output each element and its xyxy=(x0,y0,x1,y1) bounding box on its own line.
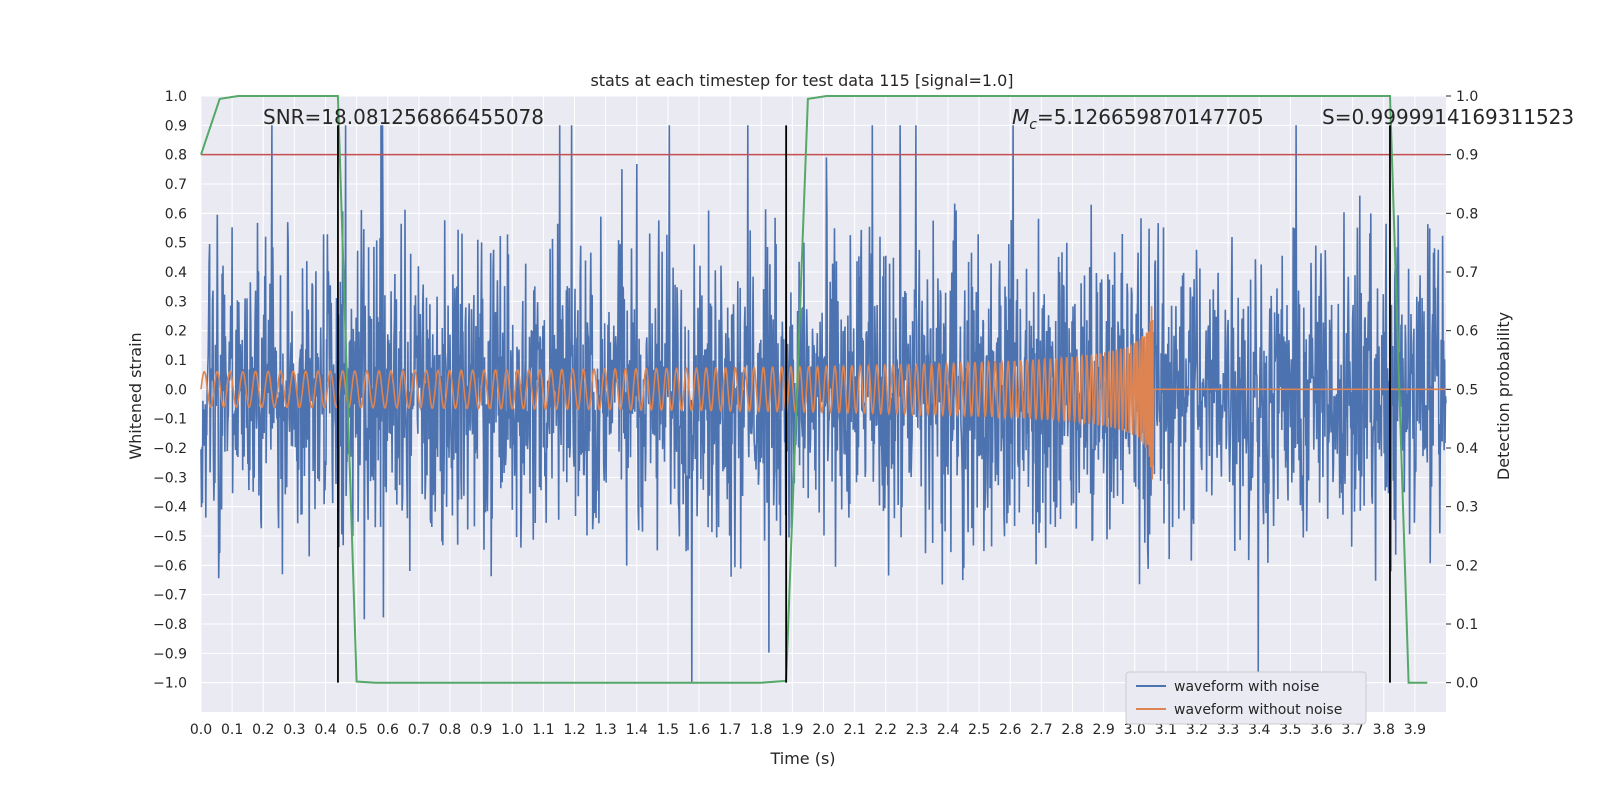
legend-box xyxy=(1125,671,1367,725)
y2-tick-label: 1.0 xyxy=(1456,89,1478,105)
x-tick-label: 0.3 xyxy=(283,722,305,738)
annotations: SNR=18.081256866455078 Mc=5.126659870147… xyxy=(263,105,1574,133)
chirp-mass-annotation: Mc=5.126659870147705 xyxy=(1012,105,1264,133)
series-detection-probability xyxy=(200,95,1428,684)
s-annotation: S=0.9999914169311523 xyxy=(1322,105,1574,129)
x-tick-label: 3.4 xyxy=(1248,722,1270,738)
x-tick-label: 2.3 xyxy=(906,722,928,738)
y2-tick-label: 0.1 xyxy=(1456,617,1478,633)
data-layer xyxy=(200,95,1447,684)
x-tick-label: 0.5 xyxy=(345,722,367,738)
y-tick-label: −0.4 xyxy=(153,500,187,516)
x-tick-label: 0.1 xyxy=(221,722,243,738)
legend: waveform with noise waveform without noi… xyxy=(1125,671,1367,725)
grid xyxy=(200,95,1446,712)
x-tick-label: 2.7 xyxy=(1030,722,1052,738)
chirp-mass-symbol: M xyxy=(1012,105,1029,129)
x-tick-label: 1.8 xyxy=(750,722,772,738)
y2-tick-label: 0.4 xyxy=(1456,441,1478,457)
y-tick-label: −0.3 xyxy=(153,470,187,486)
x-tick-label: 3.8 xyxy=(1373,722,1395,738)
x-tick-label: 3.5 xyxy=(1279,722,1301,738)
y-tick-label: 0.0 xyxy=(165,382,187,398)
x-tick-label: 2.2 xyxy=(875,722,897,738)
x-tick-label: 2.6 xyxy=(999,722,1021,738)
x-tick-label: 1.2 xyxy=(563,722,585,738)
x-tick-label: 2.1 xyxy=(843,722,865,738)
y2-tick-label: 0.9 xyxy=(1456,148,1478,164)
x-tick-label: 1.6 xyxy=(688,722,710,738)
x-tick-label: 1.0 xyxy=(501,722,523,738)
snr-annotation: SNR=18.081256866455078 xyxy=(263,105,544,129)
x-tick-label: 1.9 xyxy=(781,722,803,738)
x-tick-label: 1.3 xyxy=(594,722,616,738)
y-tick-label: −0.5 xyxy=(153,529,187,545)
axes: 0.0 0.1 0.2 0.3 0.4 0.5 0.6 0.7 0.8 0.9 1.0 1.1 1.2 1… xyxy=(153,89,1478,738)
x-tick-label: 0.8 xyxy=(439,722,461,738)
x-tick-label: 3.0 xyxy=(1124,722,1146,738)
x-tick-label: 0.2 xyxy=(252,722,274,738)
x-tick-label: 3.9 xyxy=(1404,722,1426,738)
x-tick-label: 0.0 xyxy=(190,722,212,738)
x-tick-label: 1.7 xyxy=(719,722,741,738)
legend-label-noisy: waveform with noise xyxy=(1174,679,1319,695)
x-axis-label: Time (s) xyxy=(769,749,835,768)
x-tick-label: 1.4 xyxy=(626,722,648,738)
x-tick-label: 2.9 xyxy=(1092,722,1114,738)
y-tick-label: −1.0 xyxy=(153,676,187,692)
x-tick-label: 0.7 xyxy=(408,722,430,738)
y-tick-label: 0.3 xyxy=(165,294,187,310)
y-tick-label: 0.1 xyxy=(165,353,187,369)
x-tick-label: 1.1 xyxy=(532,722,554,738)
series-waveform-without-noise xyxy=(200,306,1446,480)
chart-title: stats at each timestep for test data 115… xyxy=(590,71,1013,90)
y-tick-label: −0.9 xyxy=(153,646,187,662)
y-tick-label: 0.4 xyxy=(165,265,187,281)
y-tick-label: −0.1 xyxy=(153,412,187,428)
y2-tick-label: 0.0 xyxy=(1456,676,1478,692)
y-tick-label: 0.7 xyxy=(165,177,187,193)
x-tick-label: 2.0 xyxy=(812,722,834,738)
y2-tick-label: 0.8 xyxy=(1456,206,1478,222)
y-tick-label: −0.6 xyxy=(153,558,187,574)
y-tick-label: −0.2 xyxy=(153,441,187,457)
x-tick-label: 3.6 xyxy=(1310,722,1332,738)
x-tick-label: 3.3 xyxy=(1217,722,1239,738)
y-tick-label: −0.8 xyxy=(153,617,187,633)
x-tick-label: 0.4 xyxy=(314,722,336,738)
chirp-mass-value: =5.126659870147705 xyxy=(1037,105,1264,129)
legend-label-clean: waveform without noise xyxy=(1174,702,1342,718)
y-tick-label: 1.0 xyxy=(165,89,187,105)
x-tick-label: 2.4 xyxy=(937,722,959,738)
y2-axis-label: Detection probability xyxy=(1494,312,1513,480)
x-tick-label: 3.7 xyxy=(1341,722,1363,738)
x-tick-label: 3.1 xyxy=(1155,722,1177,738)
y-tick-label: 0.8 xyxy=(165,148,187,164)
x-tick-label: 2.5 xyxy=(968,722,990,738)
x-tick-label: 0.9 xyxy=(470,722,492,738)
chirp-mass-subscript: c xyxy=(1029,117,1037,133)
x-tick-label: 0.6 xyxy=(377,722,399,738)
y-axis-label: Whitened strain xyxy=(126,332,145,459)
y2-tick-label: 0.2 xyxy=(1456,558,1478,574)
y2-tick-label: 0.3 xyxy=(1456,500,1478,516)
x-tick-label: 2.8 xyxy=(1061,722,1083,738)
x-tick-label: 1.5 xyxy=(657,722,679,738)
y-tick-label: −0.7 xyxy=(153,588,187,604)
y2-tick-label: 0.6 xyxy=(1456,324,1478,340)
x-tick-label: 3.2 xyxy=(1186,722,1208,738)
y-tick-label: 0.5 xyxy=(165,236,187,252)
y-tick-label: 0.9 xyxy=(165,118,187,134)
y-tick-label: 0.2 xyxy=(165,324,187,340)
y2-tick-label: 0.7 xyxy=(1456,265,1478,281)
y-tick-label: 0.6 xyxy=(165,206,187,222)
y2-tick-label: 0.5 xyxy=(1456,382,1478,398)
